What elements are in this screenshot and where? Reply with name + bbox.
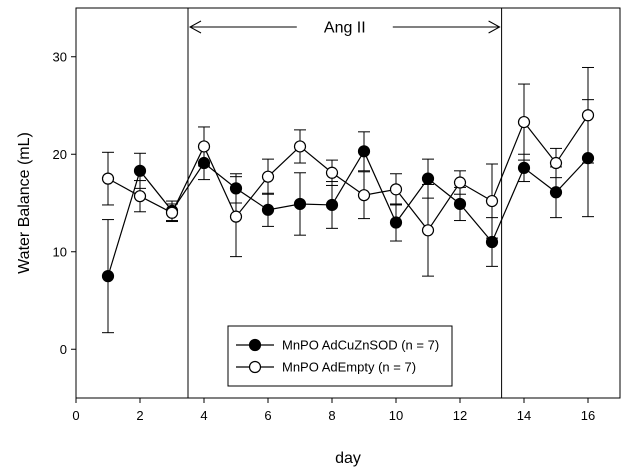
legend-marker-filled xyxy=(248,338,262,352)
error-bars-group xyxy=(102,66,594,334)
data-point-filled xyxy=(133,164,147,177)
y-tick-label: 20 xyxy=(53,147,67,162)
legend: MnPO AdCuZnSOD (n = 7) MnPO AdEmpty (n =… xyxy=(227,325,453,387)
plot-frame-group xyxy=(75,7,621,399)
legend-entry-adempty: MnPO AdEmpty (n = 7) xyxy=(236,360,416,375)
legend-label: MnPO AdCuZnSOD (n = 7) xyxy=(282,338,439,353)
data-point-filled xyxy=(453,197,467,211)
data-point-open xyxy=(485,194,499,208)
data-point-filled xyxy=(261,203,275,216)
legend-box xyxy=(227,325,453,387)
data-point-filled xyxy=(293,197,307,211)
x-tick-label: 12 xyxy=(453,408,467,423)
series-lines-group xyxy=(107,114,589,277)
data-point-open xyxy=(453,176,467,189)
ang-ii-label: Ang II xyxy=(324,20,366,37)
x-tick-label: 16 xyxy=(581,408,595,423)
data-point-open xyxy=(517,115,531,129)
data-point-filled xyxy=(581,152,595,165)
data-point-filled xyxy=(389,216,403,229)
data-point-filled xyxy=(325,198,339,212)
data-point-open xyxy=(421,224,435,237)
data-point-filled xyxy=(229,182,243,195)
data-point-open xyxy=(389,183,403,196)
series-line-1 xyxy=(107,114,589,232)
data-points-group xyxy=(101,109,595,283)
data-point-open xyxy=(357,189,371,202)
legend-entry-adcuznsod: MnPO AdCuZnSOD (n = 7) xyxy=(236,338,439,353)
data-point-filled xyxy=(197,156,211,170)
data-point-open xyxy=(197,140,211,153)
annotation-group: Ang II xyxy=(188,20,501,37)
plot-frame xyxy=(75,7,621,399)
data-point-filled xyxy=(485,235,499,249)
y-tick-label: 0 xyxy=(60,342,67,357)
arrowhead-left xyxy=(188,20,202,34)
x-tick-label: 14 xyxy=(517,408,531,423)
legend-marker-open xyxy=(248,360,262,374)
data-point-open xyxy=(325,166,339,179)
data-point-open xyxy=(261,170,275,183)
data-point-open xyxy=(229,210,243,223)
data-point-open xyxy=(581,109,595,122)
data-point-open xyxy=(101,172,115,185)
series-line-0 xyxy=(107,150,589,277)
x-tick-label: 10 xyxy=(389,408,403,423)
y-tick-label: 10 xyxy=(53,244,67,259)
x-tick-label: 6 xyxy=(264,408,271,423)
x-tick-label: 8 xyxy=(328,408,335,423)
y-axis-title: Water Balance (mL) xyxy=(16,132,33,274)
data-point-filled xyxy=(421,172,435,185)
legend-label: MnPO AdEmpty (n = 7) xyxy=(282,360,416,375)
data-point-open xyxy=(165,206,179,219)
data-point-open xyxy=(293,140,307,153)
data-point-filled xyxy=(517,161,531,174)
arrowhead-right xyxy=(488,20,501,34)
treatment-period-group xyxy=(187,8,503,398)
x-tick-label: 4 xyxy=(200,408,207,423)
data-point-filled xyxy=(549,186,563,199)
data-point-open xyxy=(549,156,563,170)
x-axis-title: day xyxy=(335,450,361,467)
x-tick-label: 2 xyxy=(136,408,143,423)
x-tick-label: 0 xyxy=(72,408,79,423)
axis-ticks-group: 0 2 4 6 8 10 12 14 16 0 10 20 30 xyxy=(53,49,596,423)
y-tick-label: 30 xyxy=(53,49,67,64)
data-point-filled xyxy=(101,270,115,283)
data-point-open xyxy=(133,190,147,203)
data-point-filled xyxy=(357,145,371,158)
